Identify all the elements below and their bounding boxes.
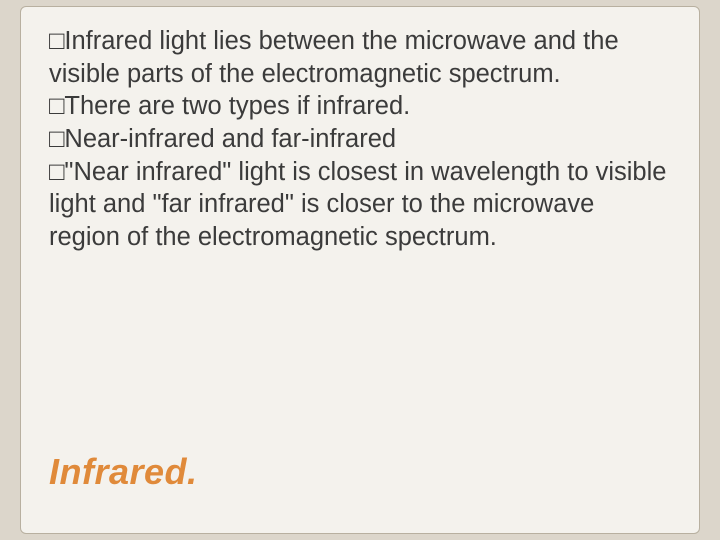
bullet-item: □Near-infrared and far-infrared bbox=[49, 123, 671, 156]
bullet-item: □"Near infrared" light is closest in wav… bbox=[49, 156, 671, 254]
slide-title: Infrared. bbox=[49, 451, 198, 493]
bullet-text: Near-infrared and far-infrared bbox=[64, 125, 396, 153]
bullet-marker-icon: □ bbox=[49, 92, 64, 120]
slide-body: □Infrared light lies between the microwa… bbox=[49, 25, 671, 253]
bullet-marker-icon: □ bbox=[49, 27, 64, 55]
bullet-text: "Near infrared" light is closest in wave… bbox=[49, 158, 666, 251]
bullet-marker-icon: □ bbox=[49, 158, 64, 186]
bullet-item: □Infrared light lies between the microwa… bbox=[49, 25, 671, 90]
bullet-text: There are two types if infrared. bbox=[64, 92, 410, 120]
bullet-marker-icon: □ bbox=[49, 125, 64, 153]
bullet-item: □There are two types if infrared. bbox=[49, 90, 671, 123]
bullet-text: Infrared light lies between the microwav… bbox=[49, 27, 619, 88]
slide-frame: □Infrared light lies between the microwa… bbox=[20, 6, 700, 534]
